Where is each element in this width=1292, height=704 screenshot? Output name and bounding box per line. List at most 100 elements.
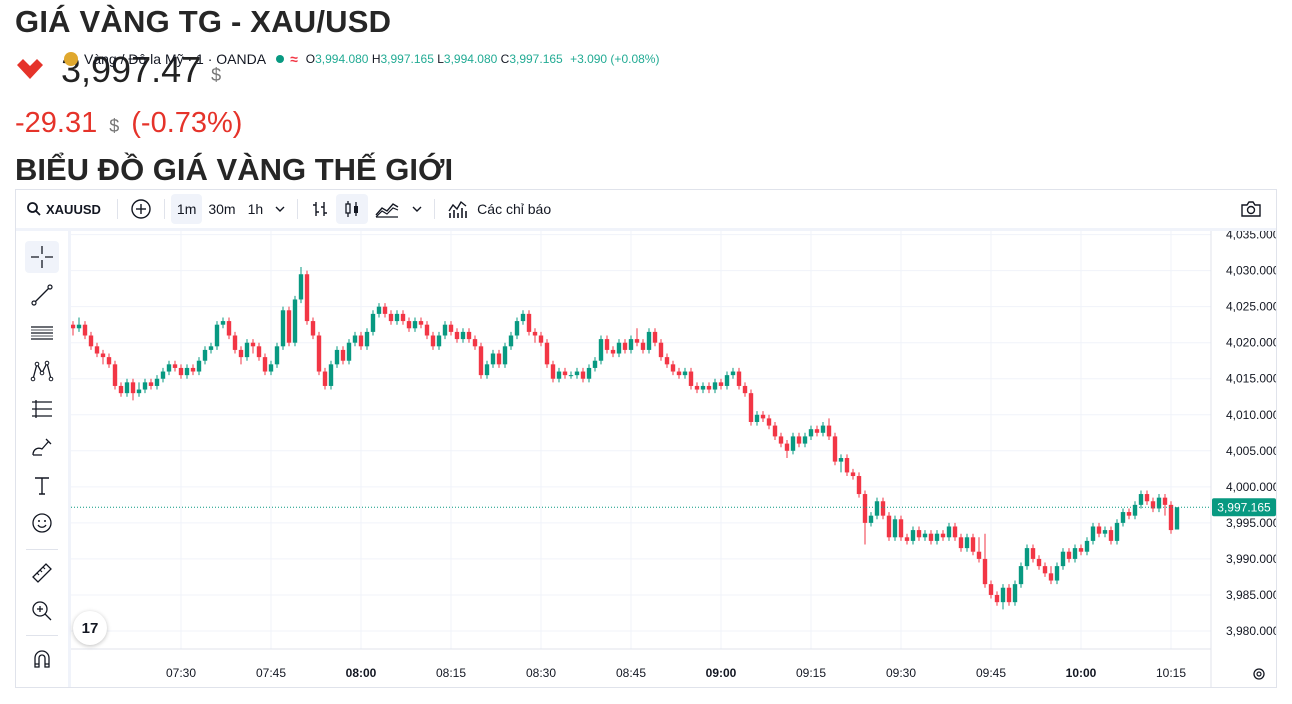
indicators-button[interactable]: Các chỉ báo [441,194,557,224]
trend-line-tool[interactable] [25,279,59,311]
interval-30m-button[interactable]: 30m [202,194,241,224]
candle [652,328,658,347]
candle-body [232,335,238,350]
chevron-down-icon [412,206,422,212]
candle-body [754,414,760,422]
candle [850,468,856,480]
candle [574,367,580,379]
candle [268,360,274,376]
candle-body [148,382,154,386]
chart-settings-gear-icon[interactable] [1253,668,1265,680]
interval-1h-button[interactable]: 1h [242,194,270,224]
tradingview-logo[interactable]: 17 [73,611,107,645]
price-chart[interactable]: 4,035.000 4,030.000 4,025.000 4,020.000 4,01… [71,231,1276,687]
candle-body [916,530,922,538]
measure-tool[interactable] [25,557,59,589]
candle-body [526,313,532,332]
candle-body [718,382,724,386]
interval-dropdown-button[interactable] [269,194,291,224]
candle [952,522,958,541]
zoom-in-tool[interactable] [25,595,59,627]
bar-chart-type-button[interactable] [304,194,336,224]
candle [220,317,226,329]
candle [838,454,844,473]
candle [100,349,106,365]
candle [538,331,544,347]
candle-body [628,339,634,350]
emoji-tool[interactable] [25,507,59,539]
candle [406,317,412,332]
candle [1000,584,1006,610]
crosshair-icon [31,246,53,268]
series-name[interactable]: Vàng / Đô la Mỹ · 1 · OANDA [84,51,267,67]
trend-line-icon [31,284,53,306]
candle-body [622,342,628,350]
price-change-percent: (-0.73%) [131,106,243,139]
candle [946,522,952,541]
candle-body [484,364,490,376]
toolbar-divider [163,199,165,219]
candle-body [790,436,796,451]
area-chart-type-button[interactable] [368,194,406,224]
candle-body [838,458,844,462]
candle [682,367,688,379]
candle [154,375,160,390]
symbol-search-button[interactable]: XAUUSD [20,194,107,224]
candle [1150,497,1156,513]
candle-body [124,382,130,394]
interval-1m-button[interactable]: 1m [170,194,203,224]
candle [82,321,88,340]
candle-body [712,382,718,390]
candle [508,331,514,350]
candle [340,346,346,365]
crosshair-tool[interactable] [25,241,59,273]
series-legend: Vàng / Đô la Mỹ · 1 · OANDA ≈ O3,994.080… [64,49,659,69]
x-tick-label: 07:45 [256,666,286,680]
candle-body [154,378,160,386]
candle-body [562,371,568,376]
candle [1102,526,1108,538]
candle [238,346,244,365]
candle [202,346,208,365]
candle [796,432,802,448]
candle [820,421,826,437]
candle [1030,544,1036,563]
candle [502,342,508,368]
candle [520,310,526,325]
candle [280,306,286,350]
candle [526,310,532,336]
screenshot-button[interactable] [1234,194,1268,224]
symbol-label: XAUUSD [46,201,101,217]
ohlc-bars-icon [313,202,328,216]
candle [706,382,712,394]
candles-chart-type-button[interactable] [336,194,369,224]
fib-tool[interactable] [25,393,59,425]
horizontal-lines-tool[interactable] [25,317,59,349]
candle-body [520,313,526,322]
candle [928,530,934,545]
candle [994,591,1000,606]
candle [598,335,604,365]
candle-body [142,382,148,390]
candle [844,454,850,477]
brush-tool[interactable] [25,431,59,463]
search-icon [27,202,41,216]
price-unit: $ [211,64,222,85]
candle-body [634,339,640,343]
magnet-tool[interactable] [25,643,59,675]
pattern-tool[interactable] [25,355,59,387]
candle-body [820,425,826,433]
text-tool[interactable] [25,469,59,501]
candle-body [472,339,478,347]
compare-symbol-button[interactable] [124,194,158,224]
candle-body [226,321,232,336]
candle-body [88,335,94,347]
candle-body [1024,548,1030,567]
candle-body [454,331,460,340]
candle-body [136,389,142,394]
candle-body [748,393,754,422]
chart-type-dropdown-button[interactable] [406,194,428,224]
candle [364,328,370,350]
y-tick-label: 4,010.000 [1226,408,1276,422]
candle-body [310,321,316,336]
